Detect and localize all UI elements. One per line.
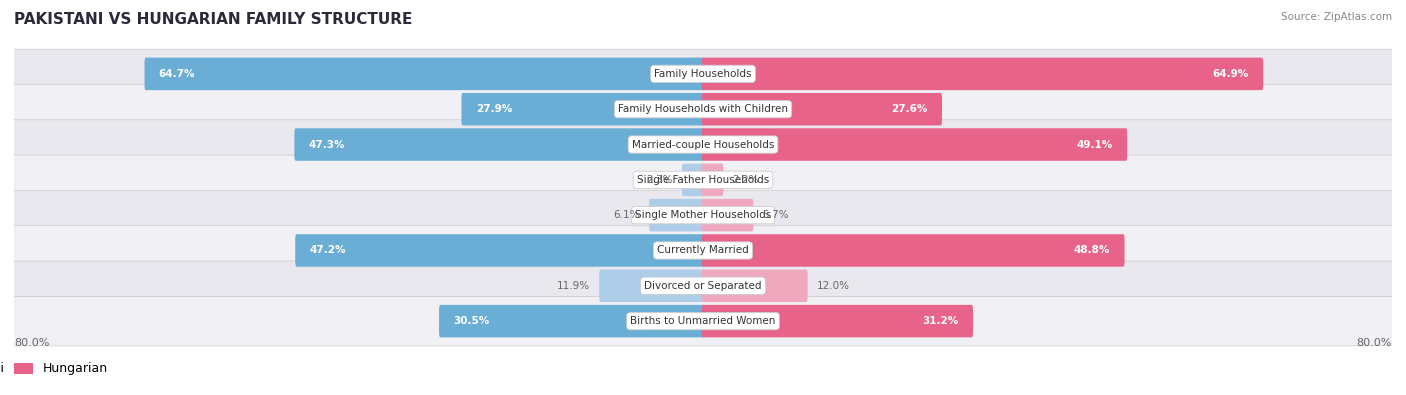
Text: Family Households with Children: Family Households with Children (619, 104, 787, 114)
Text: 31.2%: 31.2% (922, 316, 959, 326)
FancyBboxPatch shape (8, 155, 1398, 205)
FancyBboxPatch shape (8, 190, 1398, 240)
FancyBboxPatch shape (8, 261, 1398, 310)
FancyBboxPatch shape (8, 226, 1398, 275)
Text: 80.0%: 80.0% (14, 338, 49, 348)
FancyBboxPatch shape (461, 93, 704, 126)
Text: Single Father Households: Single Father Households (637, 175, 769, 185)
Text: Source: ZipAtlas.com: Source: ZipAtlas.com (1281, 12, 1392, 22)
FancyBboxPatch shape (702, 269, 807, 302)
Text: 11.9%: 11.9% (557, 281, 591, 291)
Text: 2.2%: 2.2% (733, 175, 759, 185)
FancyBboxPatch shape (702, 128, 1128, 161)
FancyBboxPatch shape (8, 49, 1398, 99)
Text: 64.7%: 64.7% (159, 69, 195, 79)
FancyBboxPatch shape (702, 58, 1263, 90)
FancyBboxPatch shape (295, 234, 704, 267)
Text: 48.8%: 48.8% (1074, 245, 1111, 256)
Legend: Pakistani, Hungarian: Pakistani, Hungarian (0, 357, 114, 380)
Text: 27.9%: 27.9% (475, 104, 512, 114)
FancyBboxPatch shape (145, 58, 704, 90)
Text: 12.0%: 12.0% (817, 281, 849, 291)
FancyBboxPatch shape (439, 305, 704, 337)
Text: Family Households: Family Households (654, 69, 752, 79)
FancyBboxPatch shape (8, 120, 1398, 169)
Text: 5.7%: 5.7% (762, 210, 789, 220)
FancyBboxPatch shape (599, 269, 704, 302)
Text: 47.2%: 47.2% (309, 245, 346, 256)
Text: Divorced or Separated: Divorced or Separated (644, 281, 762, 291)
Text: Single Mother Households: Single Mother Households (636, 210, 770, 220)
FancyBboxPatch shape (702, 199, 754, 231)
Text: Currently Married: Currently Married (657, 245, 749, 256)
Text: PAKISTANI VS HUNGARIAN FAMILY STRUCTURE: PAKISTANI VS HUNGARIAN FAMILY STRUCTURE (14, 12, 412, 27)
FancyBboxPatch shape (702, 305, 973, 337)
Text: 27.6%: 27.6% (891, 104, 928, 114)
Text: 30.5%: 30.5% (453, 316, 489, 326)
Text: 6.1%: 6.1% (613, 210, 640, 220)
Text: 2.3%: 2.3% (647, 175, 673, 185)
FancyBboxPatch shape (702, 93, 942, 126)
Text: 47.3%: 47.3% (308, 139, 344, 150)
Text: 64.9%: 64.9% (1213, 69, 1249, 79)
FancyBboxPatch shape (702, 234, 1125, 267)
Text: 80.0%: 80.0% (1357, 338, 1392, 348)
FancyBboxPatch shape (8, 296, 1398, 346)
Text: Married-couple Households: Married-couple Households (631, 139, 775, 150)
FancyBboxPatch shape (8, 85, 1398, 134)
FancyBboxPatch shape (682, 164, 704, 196)
Text: 49.1%: 49.1% (1077, 139, 1114, 150)
FancyBboxPatch shape (702, 164, 723, 196)
Text: Births to Unmarried Women: Births to Unmarried Women (630, 316, 776, 326)
FancyBboxPatch shape (650, 199, 704, 231)
FancyBboxPatch shape (294, 128, 704, 161)
